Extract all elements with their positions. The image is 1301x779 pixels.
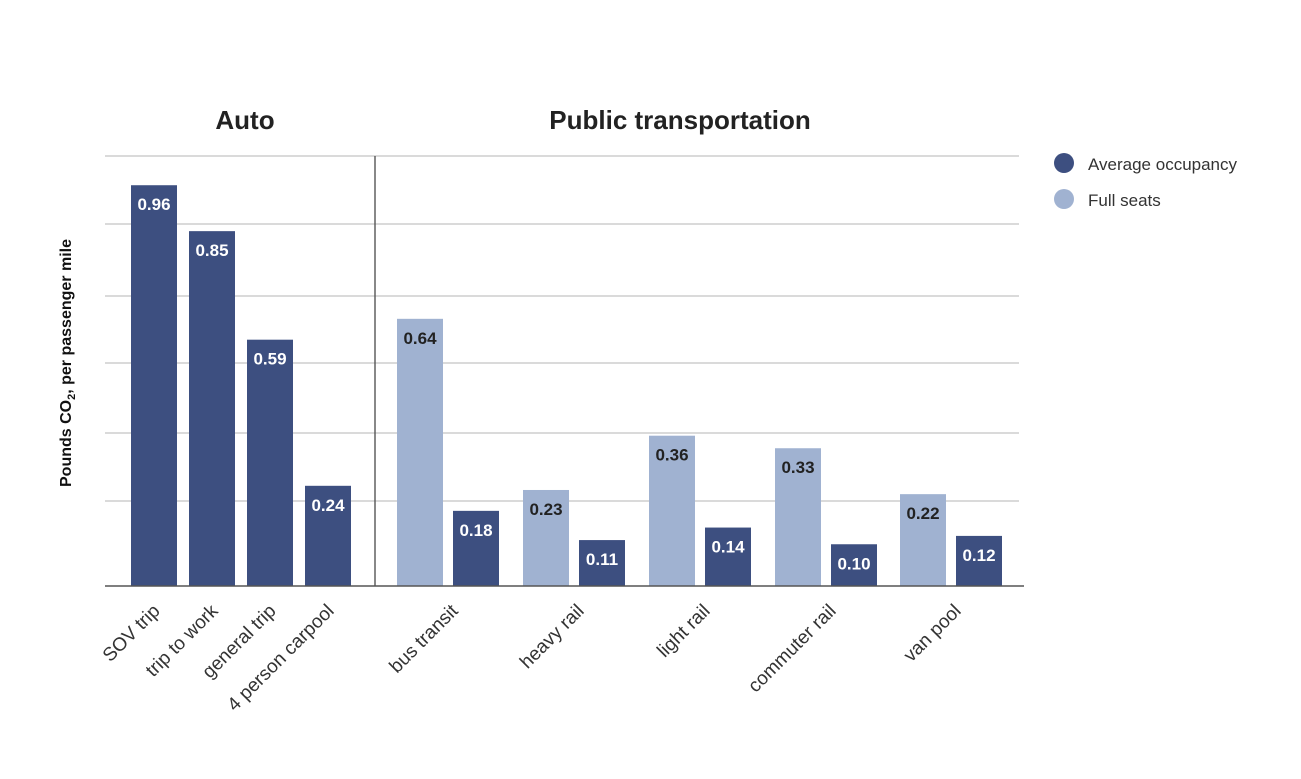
group-title-auto: Auto bbox=[215, 105, 274, 135]
value-label-van-pool-average-occupancy: 0.12 bbox=[962, 546, 995, 565]
y-axis-label: Pounds CO2, per passenger mile bbox=[58, 239, 78, 487]
y-axis-label-subscript: 2 bbox=[66, 394, 78, 400]
legend-swatch-average-occupancy bbox=[1054, 153, 1074, 173]
axes bbox=[105, 156, 1024, 587]
legend: Average occupancy Full seats bbox=[1054, 153, 1238, 210]
x-tick-heavy-rail: heavy rail bbox=[516, 601, 588, 673]
value-label-general-trip-average-occupancy: 0.59 bbox=[253, 350, 286, 369]
bar-heavy-rail-full-seats bbox=[523, 489, 569, 586]
value-label-trip-to-work-average-occupancy: 0.85 bbox=[195, 241, 228, 260]
value-label-4-person-carpool-average-occupancy: 0.24 bbox=[311, 496, 345, 515]
x-tick-bus-transit: bus transit bbox=[386, 600, 463, 677]
group-title-public-transportation: Public transportation bbox=[549, 105, 810, 135]
bar-van-pool-full-seats bbox=[900, 494, 946, 586]
value-label-heavy-rail-average-occupancy: 0.11 bbox=[586, 550, 618, 569]
y-axis-label-rest: , per passenger mile bbox=[58, 239, 75, 394]
bar-4-person-carpool-average-occupancy bbox=[305, 485, 351, 586]
value-label-bus-transit-full-seats: 0.64 bbox=[403, 329, 437, 348]
bar-sov-trip-average-occupancy bbox=[131, 185, 177, 586]
value-label-sov-trip-average-occupancy: 0.96 bbox=[137, 195, 170, 214]
x-tick-commuter-rail: commuter rail bbox=[744, 601, 840, 697]
value-label-commuter-rail-full-seats: 0.33 bbox=[781, 458, 814, 477]
bar-light-rail-full-seats bbox=[649, 435, 695, 586]
bar-light-rail-average-occupancy bbox=[705, 527, 751, 586]
bar-trip-to-work-average-occupancy bbox=[189, 231, 235, 586]
legend-label-average-occupancy: Average occupancy bbox=[1088, 155, 1238, 174]
bar-general-trip-average-occupancy bbox=[247, 339, 293, 586]
value-labels: 0.96 0.85 0.59 0.24 0.64 0.18 0.23 0.11 0.36 0.14… bbox=[137, 195, 995, 573]
legend-label-full-seats: Full seats bbox=[1088, 191, 1161, 210]
value-label-bus-transit-average-occupancy: 0.18 bbox=[459, 521, 492, 540]
value-label-commuter-rail-average-occupancy: 0.10 bbox=[837, 554, 870, 573]
x-tick-van-pool: van pool bbox=[900, 601, 966, 667]
legend-swatch-full-seats bbox=[1054, 189, 1074, 209]
bar-commuter-rail-full-seats bbox=[775, 448, 821, 586]
bar-bus-transit-average-occupancy bbox=[453, 510, 499, 586]
bars bbox=[131, 185, 1002, 586]
value-label-van-pool-full-seats: 0.22 bbox=[906, 504, 939, 523]
value-label-light-rail-full-seats: 0.36 bbox=[655, 446, 688, 465]
x-tick-4-person-carpool: 4 person carpool bbox=[224, 601, 339, 716]
bar-heavy-rail-average-occupancy bbox=[579, 540, 625, 586]
gridlines bbox=[105, 155, 1019, 502]
bar-van-pool-average-occupancy bbox=[956, 535, 1002, 586]
bar-commuter-rail-average-occupancy bbox=[831, 544, 877, 586]
value-label-light-rail-average-occupancy: 0.14 bbox=[711, 538, 745, 557]
x-tick-light-rail: light rail bbox=[653, 601, 714, 662]
bar-bus-transit-full-seats bbox=[397, 318, 443, 586]
value-label-heavy-rail-full-seats: 0.23 bbox=[529, 500, 562, 519]
y-axis-label-main: Pounds CO bbox=[58, 400, 75, 487]
